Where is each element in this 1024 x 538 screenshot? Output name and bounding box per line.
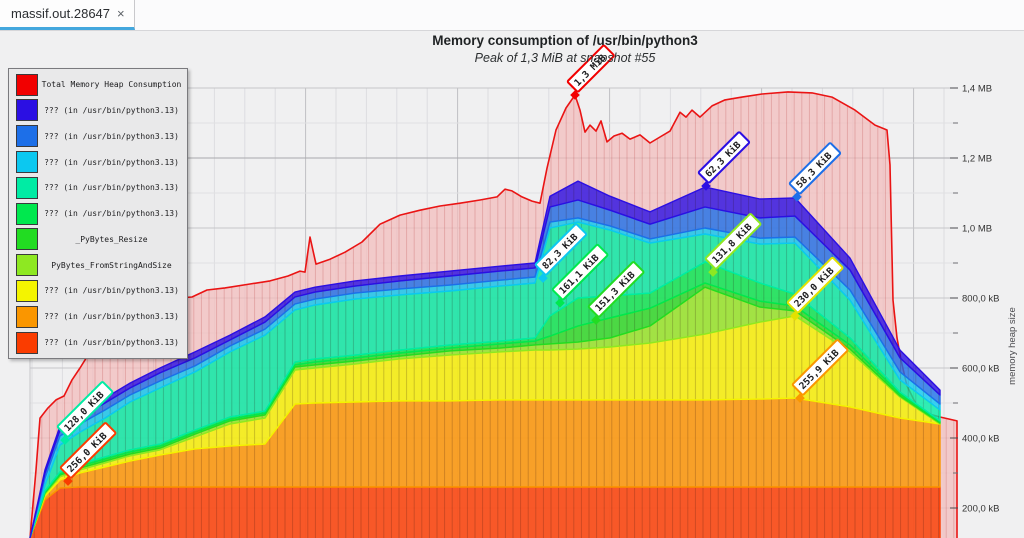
legend-item[interactable]: Total Memory Heap Consumption xyxy=(11,73,185,97)
legend-color-swatch xyxy=(16,254,38,277)
legend-item-label: ??? (in /usr/bin/python3.13) xyxy=(44,183,179,193)
y-axis-tick-label: 1,0 MB xyxy=(962,224,992,235)
chart-legend: Total Memory Heap Consumption ??? (in /us… xyxy=(8,68,188,360)
legend-color-swatch xyxy=(16,99,38,122)
legend-item-label: PyBytes_FromStringAndSize xyxy=(51,260,172,270)
chart-header: Memory consumption of /usr/bin/python3 P… xyxy=(120,33,1010,65)
legend-item[interactable]: ??? (in /usr/bin/python3.13) xyxy=(11,202,185,226)
legend-item-label: ??? (in /usr/bin/python3.13) xyxy=(44,157,179,167)
chart-subtitle: Peak of 1,3 MiB at snapshot #55 xyxy=(474,51,656,65)
legend-item[interactable]: ??? (in /usr/bin/python3.13) xyxy=(11,305,185,329)
tab-close-icon[interactable]: × xyxy=(117,6,125,21)
legend-item-label: ??? (in /usr/bin/python3.13) xyxy=(44,338,179,347)
legend-item-label: ??? (in /usr/bin/python3.13) xyxy=(44,286,179,296)
heap-layer-area[interactable] xyxy=(29,180,941,538)
legend-item-label: _PyBytes_Resize xyxy=(75,234,148,244)
y-axis-tick-label: 1,2 MB xyxy=(962,154,992,165)
legend-item-label: ??? (in /usr/bin/python3.13) xyxy=(44,131,179,141)
y-axis-tick-label: 800,0 kB xyxy=(962,294,1000,305)
legend-item[interactable]: ??? (in /usr/bin/python3.13) xyxy=(11,330,185,354)
legend-item-label: ??? (in /usr/bin/python3.13) xyxy=(44,312,179,322)
legend-item[interactable]: ??? (in /usr/bin/python3.13) xyxy=(11,150,185,174)
legend-item[interactable]: ??? (in /usr/bin/python3.13) xyxy=(11,124,185,148)
tab-bar: massif.out.28647 × xyxy=(0,0,1024,31)
legend-item[interactable]: ??? (in /usr/bin/python3.13) xyxy=(11,279,185,303)
y-axis-tick-label: 1,4 MB xyxy=(962,84,992,95)
legend-color-swatch xyxy=(16,279,38,302)
tab-title: massif.out.28647 xyxy=(11,6,111,21)
legend-item-label: Total Memory Heap Consumption xyxy=(41,80,182,90)
legend-color-swatch xyxy=(16,202,38,225)
y-axis-tick-label: 600,0 kB xyxy=(962,364,1000,375)
y-axis: 1,4 MB 1,2 MB 1,0 MB 800,0 kB 600,0 kB 400,0 … xyxy=(950,84,1018,515)
legend-item-label: ??? (in /usr/bin/python3.13) xyxy=(44,209,179,219)
legend-color-swatch xyxy=(16,151,38,174)
tab-massif-out[interactable]: massif.out.28647 × xyxy=(0,0,135,30)
y-axis-title: memory heap size xyxy=(1007,307,1018,385)
legend-color-swatch xyxy=(16,305,38,328)
heap-layer-area[interactable] xyxy=(29,486,941,538)
legend-item[interactable]: ??? (in /usr/bin/python3.13) xyxy=(11,98,185,122)
legend-item[interactable]: PyBytes_FromStringAndSize xyxy=(11,253,185,277)
legend-color-swatch xyxy=(16,331,38,354)
legend-item[interactable]: ??? (in /usr/bin/python3.13) xyxy=(11,176,185,200)
chart-title: Memory consumption of /usr/bin/python3 xyxy=(432,33,698,48)
y-axis-tick-label: 200,0 kB xyxy=(962,504,1000,515)
legend-color-swatch xyxy=(16,73,38,96)
legend-item[interactable]: _PyBytes_Resize xyxy=(11,227,185,251)
legend-color-swatch xyxy=(16,125,38,148)
y-axis-tick-label: 400,0 kB xyxy=(962,434,1000,445)
legend-color-swatch xyxy=(16,176,38,199)
legend-list: Total Memory Heap Consumption ??? (in /us… xyxy=(11,73,185,355)
legend-color-swatch xyxy=(16,228,38,251)
legend-item-label: ??? (in /usr/bin/python3.13) xyxy=(44,105,179,115)
